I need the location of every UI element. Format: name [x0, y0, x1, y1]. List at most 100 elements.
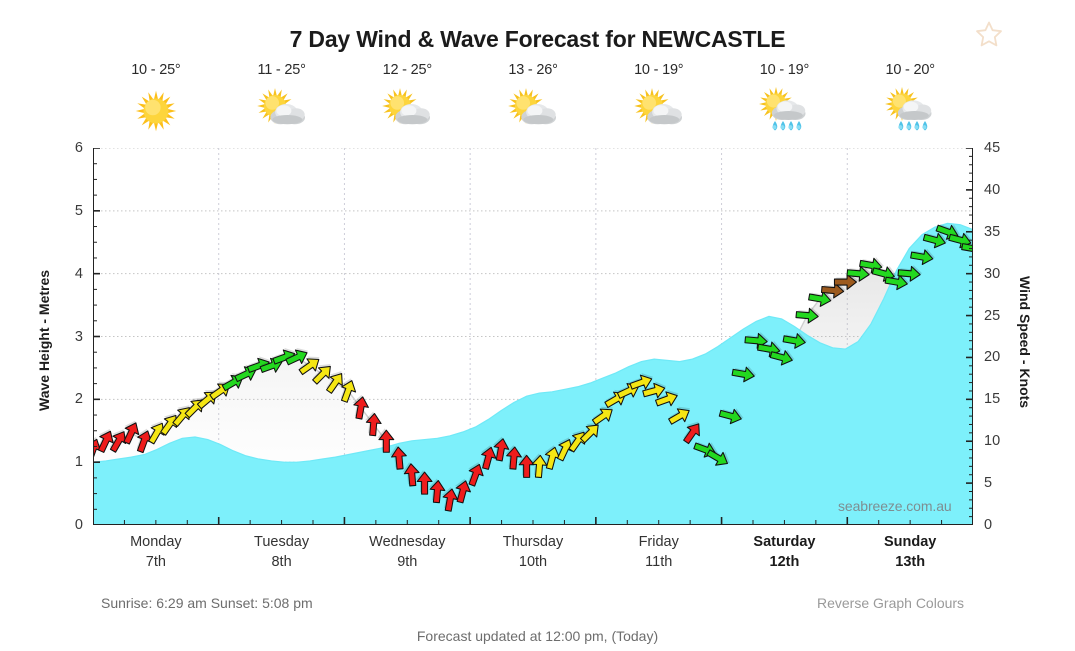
- wind-arrow-64: [897, 264, 923, 282]
- y-tick-right-10: 10: [984, 433, 1001, 450]
- wind-arrow-57: [808, 290, 833, 307]
- day-label-wednesday: Wednesday 9th: [344, 532, 470, 572]
- wind-arrow-63: [884, 273, 910, 291]
- wind-arrow-40: [591, 406, 613, 426]
- wind-arrow-49: [706, 449, 730, 466]
- page-title: 7 Day Wind & Wave Forecast for NEWCASTLE: [289, 26, 786, 52]
- wind-arrow-23: [377, 428, 395, 453]
- forecast-plot: [93, 148, 973, 525]
- y-tick-left-3: 3: [74, 328, 83, 345]
- wind-arrow-22: [364, 411, 382, 437]
- wind-arrow-5: [148, 420, 165, 445]
- y-tick-right-45: 45: [984, 140, 1001, 156]
- star-outline-icon[interactable]: [972, 18, 1006, 52]
- partly-cloudy-icon: [251, 82, 313, 140]
- day-date: 10th: [518, 554, 548, 570]
- day-headers: 10 - 25° 11 - 25° 12 - 25° 13 - 26° 10 - …: [93, 60, 973, 145]
- wind-arrow-66: [922, 232, 948, 249]
- wind-arrow-43: [629, 372, 653, 390]
- day-name: Sunday: [883, 534, 937, 550]
- sun-cloud-rain-icon: [753, 82, 815, 140]
- day-header-friday: 10 - 19°: [596, 60, 722, 145]
- wind-arrow-35: [530, 453, 548, 479]
- wind-arrow-2: [109, 429, 127, 453]
- day-date: 9th: [397, 554, 418, 570]
- wind-arrow-31: [480, 445, 497, 470]
- wind-arrow-17: [298, 356, 320, 376]
- wind-arrow-32: [492, 436, 510, 462]
- wind-arrow-36: [544, 445, 561, 470]
- wind-arrow-24: [389, 445, 407, 470]
- temperature-range: 12 - 25°: [382, 62, 433, 78]
- day-header-wednesday: 12 - 25°: [344, 60, 470, 145]
- y-tick-right-30: 30: [984, 265, 1001, 282]
- wind-arrow-6: [160, 413, 178, 436]
- forecast-updated: Forecast updated at 12:00 pm, (Today): [416, 628, 659, 644]
- y-tick-left-5: 5: [74, 202, 83, 219]
- wind-arrow-30: [468, 462, 484, 487]
- day-header-monday: 10 - 25°: [93, 60, 219, 145]
- day-header-thursday: 13 - 26°: [470, 60, 596, 145]
- y-axis-label-right: Wind Speed - Knots: [1017, 275, 1033, 409]
- wind-arrow-4: [136, 428, 153, 454]
- day-header-tuesday: 11 - 25°: [219, 60, 345, 145]
- wind-arrow-19: [326, 371, 343, 394]
- wind-arrow-26: [415, 470, 433, 495]
- wind-arrow-29: [455, 478, 471, 504]
- day-labels: Monday 7th Tuesday 8th Wednesday 9th Thursday 1…: [93, 532, 973, 572]
- y-tick-right-20: 20: [984, 349, 1001, 366]
- day-label-tuesday: Tuesday 8th: [219, 532, 345, 572]
- wind-arrow-20: [340, 378, 357, 403]
- reverse-graph-colours-link[interactable]: Reverse Graph Colours: [817, 595, 965, 611]
- wind-arrow-1: [97, 428, 114, 453]
- partly-cloudy-icon: [502, 82, 564, 140]
- day-name: Saturday: [753, 534, 816, 550]
- day-date: 13th: [895, 554, 926, 570]
- wind-arrow-44: [642, 381, 667, 399]
- wind-arrow-7: [172, 405, 190, 427]
- temperature-range: 10 - 20°: [885, 62, 936, 78]
- y-tick-right-0: 0: [984, 517, 993, 533]
- wind-arrow-28: [441, 486, 459, 512]
- wind-arrow-33: [505, 445, 522, 470]
- wind-arrow-62: [871, 265, 897, 282]
- wind-arrow-54: [769, 349, 795, 366]
- wind-arrow-45: [655, 389, 679, 407]
- day-date: 7th: [145, 554, 166, 570]
- wind-arrow-51: [731, 365, 757, 383]
- day-label-thursday: Thursday 10th: [470, 532, 596, 572]
- day-header-saturday: 10 - 19°: [722, 60, 848, 145]
- day-date: 8th: [271, 554, 292, 570]
- day-date: 12th: [769, 554, 800, 570]
- wind-arrow-47: [683, 421, 700, 445]
- partly-cloudy-icon: [376, 82, 438, 140]
- partly-cloudy-icon: [628, 82, 690, 140]
- y-tick-left-1: 1: [74, 454, 83, 471]
- wind-arrow-3: [123, 420, 140, 445]
- wind-arrow-55: [782, 332, 808, 349]
- sun-cloud-rain-icon: [879, 82, 941, 140]
- wind-arrow-60: [846, 264, 872, 282]
- wind-arrow-16: [285, 347, 308, 366]
- temperature-range: 10 - 25°: [131, 62, 181, 78]
- sun-times: Sunrise: 6:29 am Sunset: 5:08 pm: [101, 595, 313, 611]
- y-tick-left-2: 2: [74, 391, 83, 408]
- wind-arrow-25: [402, 462, 420, 487]
- day-label-sunday: Sunday 13th: [847, 532, 973, 572]
- y-tick-left-4: 4: [74, 265, 83, 282]
- y-tick-left-0: 0: [74, 517, 83, 533]
- day-name: Tuesday: [254, 534, 310, 550]
- day-name: Wednesday: [369, 534, 446, 550]
- day-label-monday: Monday 7th: [93, 532, 219, 572]
- wind-arrow-56: [795, 306, 821, 324]
- y-tick-right-15: 15: [984, 391, 1001, 408]
- day-header-sunday: 10 - 20°: [847, 60, 973, 145]
- wind-arrow-46: [668, 406, 690, 425]
- temperature-range: 10 - 19°: [759, 62, 810, 78]
- watermark: seabreeze.com.au: [838, 498, 952, 514]
- day-label-saturday: Saturday 12th: [722, 532, 848, 572]
- day-name: Monday: [130, 534, 182, 550]
- wind-arrow-21: [352, 394, 369, 420]
- wind-arrow-34: [517, 453, 535, 478]
